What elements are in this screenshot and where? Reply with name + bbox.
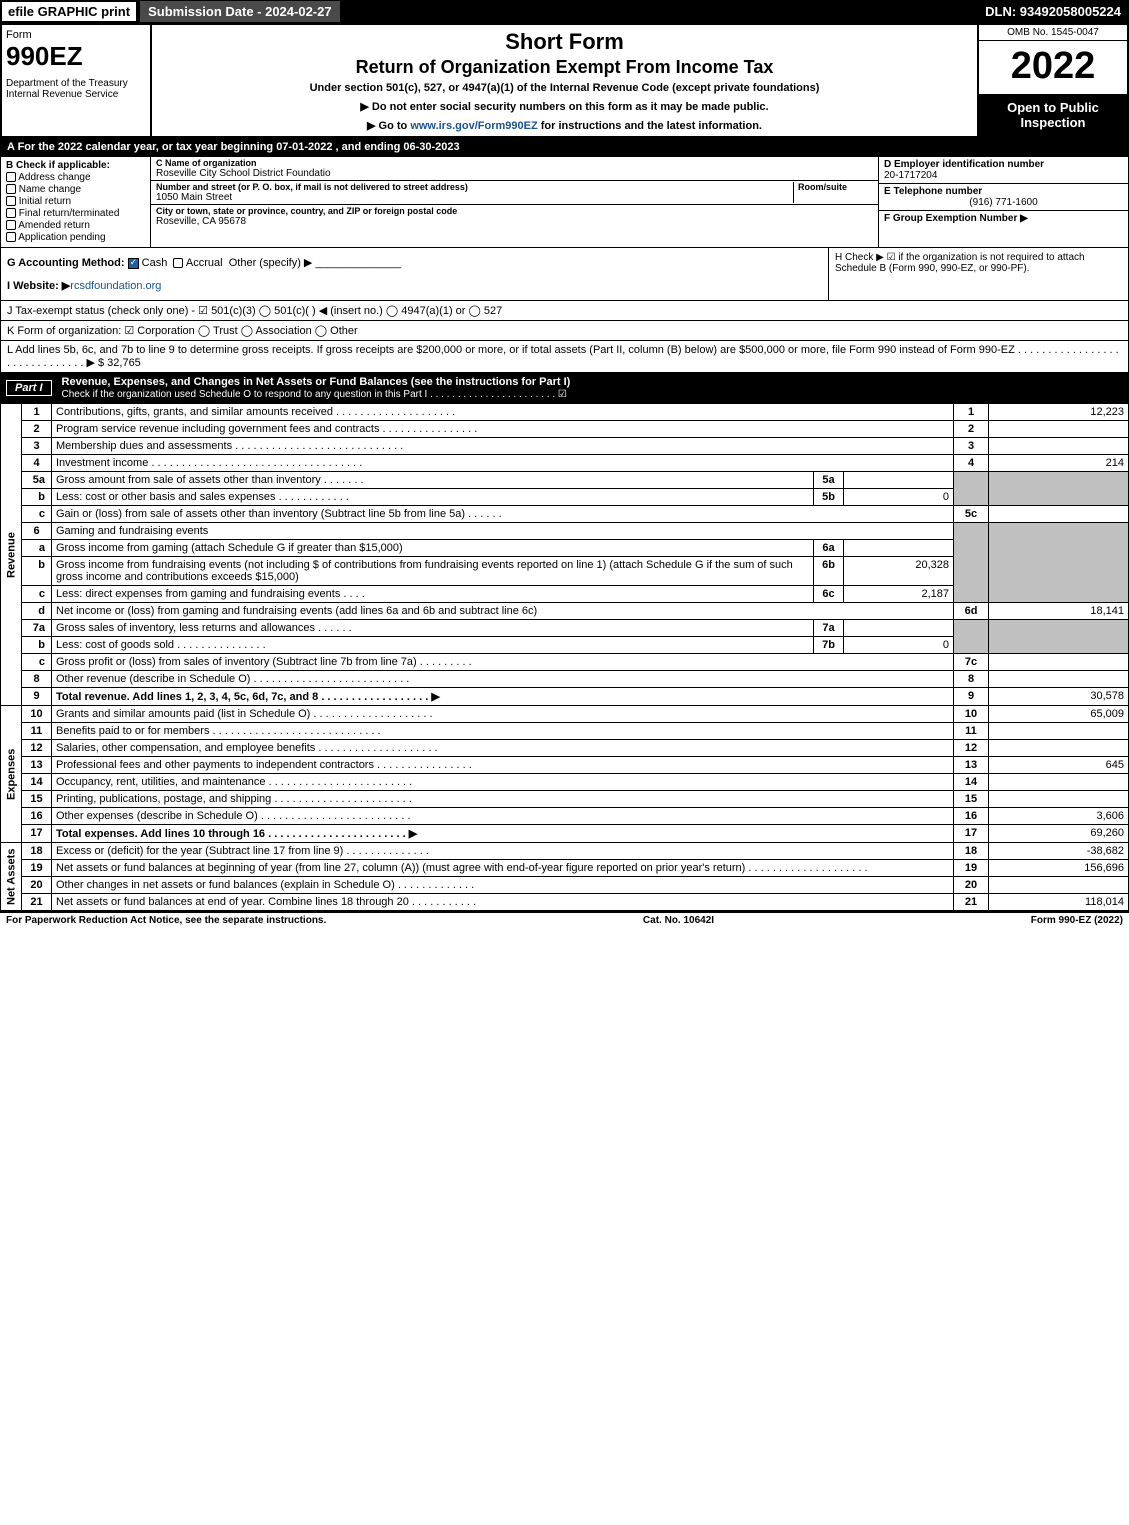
city-state-zip: Roseville, CA 95678 bbox=[156, 216, 873, 227]
line-17-total-expenses: 69,260 bbox=[989, 825, 1129, 843]
row-a-tax-year: A For the 2022 calendar year, or tax yea… bbox=[0, 138, 1129, 156]
efile-print[interactable]: efile GRAPHIC print bbox=[0, 0, 138, 23]
line-16-amt: 3,606 bbox=[989, 808, 1129, 825]
line-6c-val: 2,187 bbox=[844, 586, 954, 603]
group-exemption: F Group Exemption Number ▶ bbox=[884, 213, 1123, 224]
line-9-total-revenue: 30,578 bbox=[989, 688, 1129, 706]
note-ssn: ▶ Do not enter social security numbers o… bbox=[160, 100, 969, 113]
row-h: H Check ▶ ☑ if the organization is not r… bbox=[828, 248, 1128, 300]
line-21-amt: 118,014 bbox=[989, 894, 1129, 911]
line-10-amt: 65,009 bbox=[989, 706, 1129, 723]
line-19-amt: 156,696 bbox=[989, 860, 1129, 877]
dln: DLN: 93492058005224 bbox=[977, 1, 1129, 22]
checkbox-amended-return[interactable] bbox=[6, 220, 16, 230]
section-b: B Check if applicable: Address change Na… bbox=[1, 157, 151, 247]
row-k: K Form of organization: ☑ Corporation ◯ … bbox=[0, 321, 1129, 341]
line-6b-val: 20,328 bbox=[844, 557, 954, 586]
form-header: Form 990EZ Department of the Treasury In… bbox=[0, 23, 1129, 138]
footer: For Paperwork Reduction Act Notice, see … bbox=[0, 911, 1129, 928]
row-g-h: G Accounting Method: Cash Accrual Other … bbox=[0, 248, 1129, 301]
website-link[interactable]: rcsdfoundation.org bbox=[70, 280, 161, 292]
part-1-header: Part I Revenue, Expenses, and Changes in… bbox=[0, 373, 1129, 403]
checkbox-application-pending[interactable] bbox=[6, 232, 16, 242]
submission-date: Submission Date - 2024-02-27 bbox=[140, 1, 340, 22]
omb-number: OMB No. 1545-0047 bbox=[979, 25, 1127, 41]
row-l: L Add lines 5b, 6c, and 7b to line 9 to … bbox=[0, 341, 1129, 373]
form-ref: Form 990-EZ (2022) bbox=[1031, 915, 1123, 926]
line-13-amt: 645 bbox=[989, 757, 1129, 774]
line-1-amt: 12,223 bbox=[989, 404, 1129, 421]
form-word: Form bbox=[6, 29, 146, 41]
department: Department of the Treasury Internal Reve… bbox=[6, 78, 146, 100]
topbar: efile GRAPHIC print Submission Date - 20… bbox=[0, 0, 1129, 23]
tax-year: 2022 bbox=[979, 41, 1127, 92]
line-6d-amt: 18,141 bbox=[989, 603, 1129, 620]
expenses-label: Expenses bbox=[1, 706, 22, 843]
open-public-inspection: Open to Public Inspection bbox=[979, 94, 1127, 136]
net-assets-label: Net Assets bbox=[1, 843, 22, 911]
subtitle: Under section 501(c), 527, or 4947(a)(1)… bbox=[160, 82, 969, 94]
org-name: Roseville City School District Foundatio bbox=[156, 168, 873, 179]
part-1-table: Revenue 1Contributions, gifts, grants, a… bbox=[0, 403, 1129, 911]
checkbox-final-return[interactable] bbox=[6, 208, 16, 218]
checkbox-name-change[interactable] bbox=[6, 184, 16, 194]
form-number: 990EZ bbox=[6, 41, 146, 72]
section-d-e-f: D Employer identification number 20-1717… bbox=[878, 157, 1128, 247]
gross-receipts: 32,765 bbox=[107, 357, 141, 369]
irs-link[interactable]: www.irs.gov/Form990EZ bbox=[410, 120, 537, 132]
checkbox-address-change[interactable] bbox=[6, 172, 16, 182]
revenue-label: Revenue bbox=[1, 404, 22, 706]
ein: 20-1717204 bbox=[884, 170, 1123, 181]
title-short-form: Short Form bbox=[160, 29, 969, 55]
line-4-amt: 214 bbox=[989, 455, 1129, 472]
paperwork-notice: For Paperwork Reduction Act Notice, see … bbox=[6, 915, 326, 926]
street-address: 1050 Main Street bbox=[156, 192, 793, 203]
checkbox-accrual[interactable] bbox=[173, 258, 183, 268]
section-c: C Name of organization Roseville City Sc… bbox=[151, 157, 878, 247]
telephone: (916) 771-1600 bbox=[884, 197, 1123, 208]
checkbox-initial-return[interactable] bbox=[6, 196, 16, 206]
line-18-amt: -38,682 bbox=[989, 843, 1129, 860]
note-goto: ▶ Go to www.irs.gov/Form990EZ for instru… bbox=[160, 119, 969, 132]
row-j: J Tax-exempt status (check only one) - ☑… bbox=[0, 301, 1129, 321]
part-1-label: Part I bbox=[6, 380, 52, 396]
title-return: Return of Organization Exempt From Incom… bbox=[160, 57, 969, 78]
cat-no: Cat. No. 10642I bbox=[643, 915, 714, 926]
section-b-through-f: B Check if applicable: Address change Na… bbox=[0, 156, 1129, 248]
checkbox-cash[interactable] bbox=[128, 258, 139, 269]
